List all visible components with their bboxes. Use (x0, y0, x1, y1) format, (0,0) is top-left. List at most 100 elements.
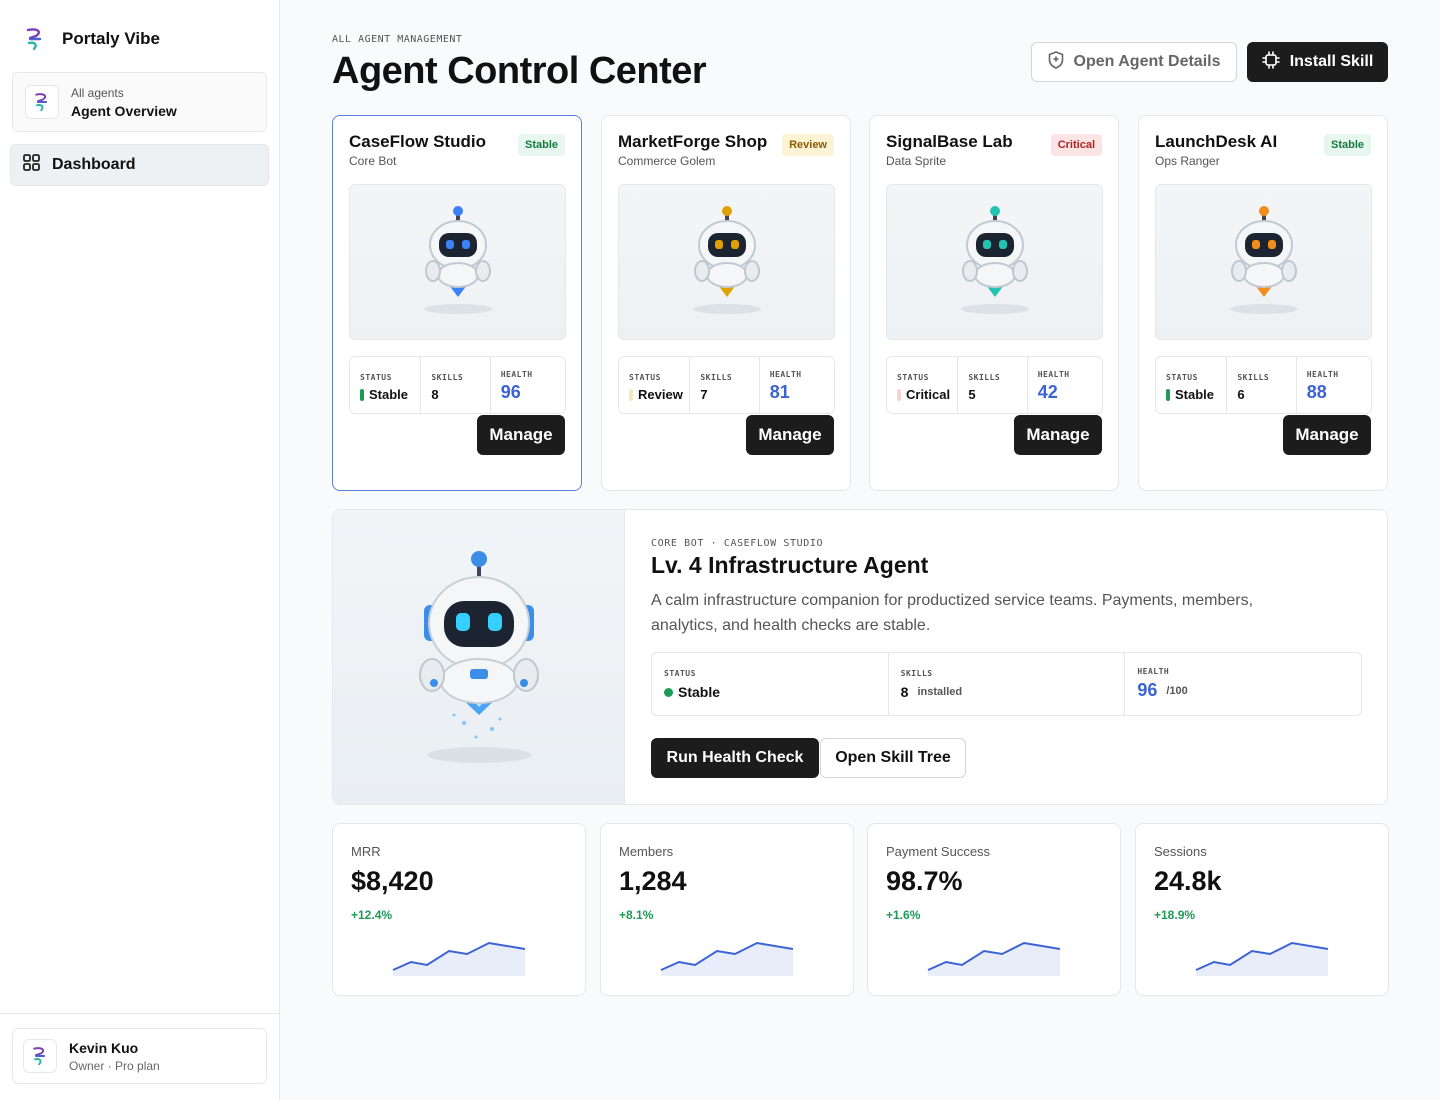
skills-label: SKILLS (1237, 373, 1270, 382)
health-value: 81 (769, 382, 790, 402)
workspace-logo-icon (25, 85, 59, 119)
agent-artwork (349, 184, 566, 340)
detail-skills-stat: SKILLS 8 installed (889, 653, 1126, 715)
status-dot-icon (1166, 388, 1170, 401)
skills-stat: SKILLS 7 (690, 357, 760, 413)
skills-value: 5 (968, 387, 976, 402)
health-value: 42 (1037, 382, 1058, 402)
agent-artwork (1155, 184, 1372, 340)
detail-skills-unit: installed (917, 686, 963, 698)
metric-value: 1,284 (619, 866, 687, 896)
status-text: Stable (1175, 387, 1215, 402)
page-title: Agent Control Center (332, 50, 707, 92)
status-badge: Review (782, 134, 834, 156)
health-stat: HEALTH 88 (1297, 357, 1371, 413)
sidebar-item-dashboard[interactable]: Dashboard (10, 144, 269, 186)
metric-label: MRR (351, 844, 381, 859)
detail-health-stat: HEALTH 96/100 (1125, 653, 1361, 715)
status-value: Stable (1166, 387, 1226, 402)
status-label: STATUS (897, 373, 929, 382)
page-eyebrow: ALL AGENT MANAGEMENT (332, 34, 463, 45)
detail-health-unit: /100 (1166, 684, 1188, 697)
metric-label: Members (619, 844, 674, 859)
health-label: HEALTH (500, 370, 533, 379)
sparkline (927, 941, 1061, 976)
metric-value: 24.8k (1154, 866, 1222, 896)
open-skill-tree-button[interactable]: Open Skill Tree (820, 738, 966, 778)
robot-illustration (413, 205, 503, 320)
status-value: Critical (897, 387, 957, 402)
agent-card[interactable]: SignalBase Lab Data Sprite Critical STATUS C… (869, 115, 1119, 491)
agent-type: Core Bot (349, 154, 397, 168)
metric-card: Sessions 24.8k +18.9% (1135, 823, 1389, 996)
sparkline (1195, 941, 1329, 976)
sidebar-divider (0, 1013, 279, 1014)
user-role: Owner · Pro plan (69, 1058, 160, 1073)
detail-health-label: HEALTH (1137, 667, 1170, 676)
agent-card[interactable]: LaunchDesk AI Ops Ranger Stable STATUS Stabl… (1138, 115, 1388, 491)
agent-type: Commerce Golem (618, 154, 716, 168)
metric-delta: +8.1% (619, 908, 654, 922)
health-value: 96 (500, 382, 521, 402)
workspace-switcher[interactable]: All agents Agent Overview (12, 72, 267, 132)
status-stat: STATUS Stable (1156, 357, 1228, 413)
metric-label: Payment Success (886, 844, 991, 859)
health-label: HEALTH (1306, 370, 1339, 379)
manage-button[interactable]: Manage (477, 415, 565, 455)
install-skill-button[interactable]: Install Skill (1247, 42, 1388, 82)
detail-health-score: 96 (1137, 680, 1158, 700)
health-stat: HEALTH 42 (1028, 357, 1102, 413)
status-value: Stable (360, 387, 420, 402)
status-text: Review (638, 387, 683, 402)
agent-type: Data Sprite (886, 154, 947, 168)
metric-card: Payment Success 98.7% +1.6% (867, 823, 1121, 996)
status-text: Critical (906, 387, 951, 402)
brand[interactable]: Portaly Vibe (22, 26, 160, 52)
workspace-subtitle: All agents (71, 85, 124, 100)
skills-value: 7 (700, 387, 708, 402)
sparkline (392, 941, 526, 976)
metric-delta: +1.6% (886, 908, 921, 922)
workspace-title: Agent Overview (71, 102, 177, 119)
manage-button[interactable]: Manage (746, 415, 834, 455)
avatar (23, 1039, 57, 1073)
health-label: HEALTH (1037, 370, 1070, 379)
detail-health-value: 96/100 (1137, 680, 1361, 701)
portaly-logo-icon (22, 26, 48, 52)
agent-name: MarketForge Shop (618, 132, 768, 151)
run-health-check-button[interactable]: Run Health Check (651, 738, 819, 778)
open-agent-details-button[interactable]: Open Agent Details (1031, 42, 1237, 82)
agent-name: SignalBase Lab (886, 132, 1013, 151)
detail-status-stat: STATUS Stable (652, 653, 889, 715)
metric-value: 98.7% (886, 866, 963, 896)
agent-stats: STATUS Critical SKILLS 5 HEALTH 42 (886, 356, 1103, 414)
user-profile[interactable]: Kevin Kuo Owner · Pro plan (12, 1028, 267, 1084)
status-value: Review (629, 387, 689, 402)
agent-card[interactable]: MarketForge Shop Commerce Golem Review STAT… (601, 115, 851, 491)
status-stat: STATUS Review (619, 357, 691, 413)
skills-value: 6 (1237, 387, 1245, 402)
manage-button[interactable]: Manage (1283, 415, 1371, 455)
detail-description: A calm infrastructure companion for prod… (651, 592, 1254, 634)
sparkline (660, 941, 794, 976)
agent-type: Ops Ranger (1155, 154, 1220, 168)
robot-illustration (1219, 205, 1309, 320)
agent-card[interactable]: CaseFlow Studio Core Bot Stable STATUS Stabl… (332, 115, 582, 491)
health-value: 88 (1306, 382, 1327, 402)
sidebar-item-label: Dashboard (52, 156, 136, 173)
agent-name: CaseFlow Studio (349, 132, 486, 151)
metric-label: Sessions (1154, 844, 1207, 859)
detail-skills-label: SKILLS (900, 669, 933, 678)
status-label: STATUS (1166, 373, 1198, 382)
metric-card: Members 1,284 +8.1% (600, 823, 854, 996)
dashboard-grid-icon (23, 154, 40, 176)
manage-button[interactable]: Manage (1014, 415, 1102, 455)
status-badge: Critical (1050, 134, 1102, 156)
status-dot-icon (629, 388, 633, 401)
skills-stat: SKILLS 8 (421, 357, 491, 413)
detail-stats: STATUS Stable SKILLS 8 installed HEALTH 9… (651, 652, 1362, 716)
detail-title: Lv. 4 Infrastructure Agent (651, 552, 929, 578)
agent-detail-artwork (333, 510, 625, 804)
skills-label: SKILLS (431, 373, 464, 382)
chip-icon (1261, 50, 1280, 74)
